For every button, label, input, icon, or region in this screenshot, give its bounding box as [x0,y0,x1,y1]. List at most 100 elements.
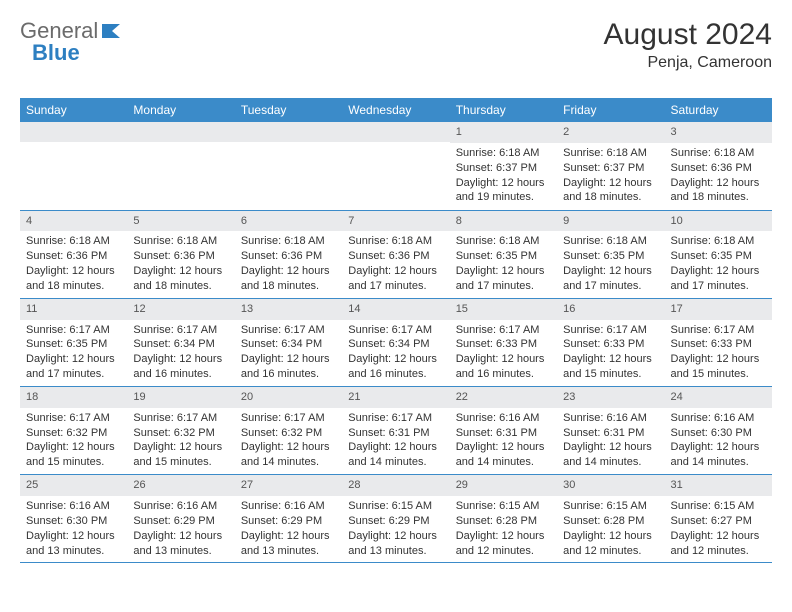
daylight-text: Daylight: 12 hours and 18 minutes. [671,176,766,206]
day-number: 17 [665,299,772,320]
daylight-text: Daylight: 12 hours and 12 minutes. [671,529,766,559]
day-body: Sunrise: 6:16 AMSunset: 6:31 PMDaylight:… [557,408,664,474]
calendar-cell: 19Sunrise: 6:17 AMSunset: 6:32 PMDayligh… [127,386,234,474]
day-body: Sunrise: 6:17 AMSunset: 6:32 PMDaylight:… [20,408,127,474]
day-number: 7 [342,211,449,232]
calendar-cell: 17Sunrise: 6:17 AMSunset: 6:33 PMDayligh… [665,298,772,386]
weekday-header: Saturday [665,98,772,122]
daylight-text: Daylight: 12 hours and 14 minutes. [671,440,766,470]
day-body: Sunrise: 6:18 AMSunset: 6:35 PMDaylight:… [665,231,772,297]
calendar-cell: 10Sunrise: 6:18 AMSunset: 6:35 PMDayligh… [665,210,772,298]
calendar-week-row: 25Sunrise: 6:16 AMSunset: 6:30 PMDayligh… [20,475,772,563]
calendar-cell: 27Sunrise: 6:16 AMSunset: 6:29 PMDayligh… [235,475,342,563]
sunrise-text: Sunrise: 6:17 AM [133,323,228,338]
day-body: Sunrise: 6:15 AMSunset: 6:28 PMDaylight:… [557,496,664,562]
sunset-text: Sunset: 6:35 PM [563,249,658,264]
day-number: 11 [20,299,127,320]
weekday-header: Thursday [450,98,557,122]
daylight-text: Daylight: 12 hours and 15 minutes. [133,440,228,470]
sunset-text: Sunset: 6:28 PM [456,514,551,529]
month-title: August 2024 [604,18,772,52]
daylight-text: Daylight: 12 hours and 18 minutes. [133,264,228,294]
daylight-text: Daylight: 12 hours and 19 minutes. [456,176,551,206]
daylight-text: Daylight: 12 hours and 14 minutes. [241,440,336,470]
day-number: 23 [557,387,664,408]
calendar-cell: 18Sunrise: 6:17 AMSunset: 6:32 PMDayligh… [20,386,127,474]
sunset-text: Sunset: 6:34 PM [348,337,443,352]
day-number: 8 [450,211,557,232]
calendar-cell: 5Sunrise: 6:18 AMSunset: 6:36 PMDaylight… [127,210,234,298]
sunset-text: Sunset: 6:32 PM [133,426,228,441]
sunset-text: Sunset: 6:37 PM [563,161,658,176]
sunrise-text: Sunrise: 6:18 AM [26,234,121,249]
daylight-text: Daylight: 12 hours and 18 minutes. [26,264,121,294]
day-body: Sunrise: 6:16 AMSunset: 6:31 PMDaylight:… [450,408,557,474]
calendar-cell: 14Sunrise: 6:17 AMSunset: 6:34 PMDayligh… [342,298,449,386]
calendar-cell: 23Sunrise: 6:16 AMSunset: 6:31 PMDayligh… [557,386,664,474]
brand-part2: Blue [32,40,80,65]
daylight-text: Daylight: 12 hours and 13 minutes. [241,529,336,559]
day-number: 20 [235,387,342,408]
calendar-cell: 24Sunrise: 6:16 AMSunset: 6:30 PMDayligh… [665,386,772,474]
day-body: Sunrise: 6:18 AMSunset: 6:36 PMDaylight:… [342,231,449,297]
daylight-text: Daylight: 12 hours and 18 minutes. [241,264,336,294]
day-body: Sunrise: 6:18 AMSunset: 6:36 PMDaylight:… [235,231,342,297]
daylight-text: Daylight: 12 hours and 14 minutes. [563,440,658,470]
sunset-text: Sunset: 6:36 PM [671,161,766,176]
day-body: Sunrise: 6:17 AMSunset: 6:31 PMDaylight:… [342,408,449,474]
day-body: Sunrise: 6:17 AMSunset: 6:32 PMDaylight:… [127,408,234,474]
weekday-header: Monday [127,98,234,122]
empty-day [127,122,234,142]
sunset-text: Sunset: 6:36 PM [241,249,336,264]
day-number: 10 [665,211,772,232]
daylight-text: Daylight: 12 hours and 15 minutes. [671,352,766,382]
calendar-cell [342,122,449,210]
sunset-text: Sunset: 6:29 PM [348,514,443,529]
daylight-text: Daylight: 12 hours and 14 minutes. [456,440,551,470]
day-number: 4 [20,211,127,232]
daylight-text: Daylight: 12 hours and 12 minutes. [563,529,658,559]
calendar-table: SundayMondayTuesdayWednesdayThursdayFrid… [20,98,772,563]
day-body: Sunrise: 6:18 AMSunset: 6:35 PMDaylight:… [450,231,557,297]
sunset-text: Sunset: 6:33 PM [563,337,658,352]
calendar-cell: 13Sunrise: 6:17 AMSunset: 6:34 PMDayligh… [235,298,342,386]
day-number: 21 [342,387,449,408]
daylight-text: Daylight: 12 hours and 16 minutes. [241,352,336,382]
day-number: 28 [342,475,449,496]
daylight-text: Daylight: 12 hours and 17 minutes. [26,352,121,382]
sunset-text: Sunset: 6:34 PM [133,337,228,352]
calendar-cell: 6Sunrise: 6:18 AMSunset: 6:36 PMDaylight… [235,210,342,298]
sunrise-text: Sunrise: 6:17 AM [241,411,336,426]
sunset-text: Sunset: 6:30 PM [671,426,766,441]
daylight-text: Daylight: 12 hours and 16 minutes. [133,352,228,382]
calendar-cell: 29Sunrise: 6:15 AMSunset: 6:28 PMDayligh… [450,475,557,563]
day-number: 27 [235,475,342,496]
day-number: 22 [450,387,557,408]
empty-day [235,122,342,142]
sunset-text: Sunset: 6:30 PM [26,514,121,529]
sunset-text: Sunset: 6:36 PM [26,249,121,264]
brand-part2-wrap: Blue [32,40,80,66]
day-number: 19 [127,387,234,408]
day-number: 2 [557,122,664,143]
day-body: Sunrise: 6:16 AMSunset: 6:30 PMDaylight:… [665,408,772,474]
day-number: 9 [557,211,664,232]
weekday-header: Wednesday [342,98,449,122]
day-number: 14 [342,299,449,320]
day-body: Sunrise: 6:17 AMSunset: 6:33 PMDaylight:… [665,320,772,386]
day-body: Sunrise: 6:18 AMSunset: 6:36 PMDaylight:… [20,231,127,297]
sunset-text: Sunset: 6:34 PM [241,337,336,352]
sunrise-text: Sunrise: 6:16 AM [26,499,121,514]
day-number: 13 [235,299,342,320]
flag-icon [102,22,124,40]
sunrise-text: Sunrise: 6:17 AM [133,411,228,426]
sunset-text: Sunset: 6:33 PM [671,337,766,352]
day-number: 1 [450,122,557,143]
day-body: Sunrise: 6:18 AMSunset: 6:35 PMDaylight:… [557,231,664,297]
sunrise-text: Sunrise: 6:17 AM [456,323,551,338]
sunset-text: Sunset: 6:32 PM [26,426,121,441]
day-number: 6 [235,211,342,232]
sunset-text: Sunset: 6:29 PM [133,514,228,529]
day-body: Sunrise: 6:15 AMSunset: 6:28 PMDaylight:… [450,496,557,562]
day-body: Sunrise: 6:17 AMSunset: 6:33 PMDaylight:… [557,320,664,386]
